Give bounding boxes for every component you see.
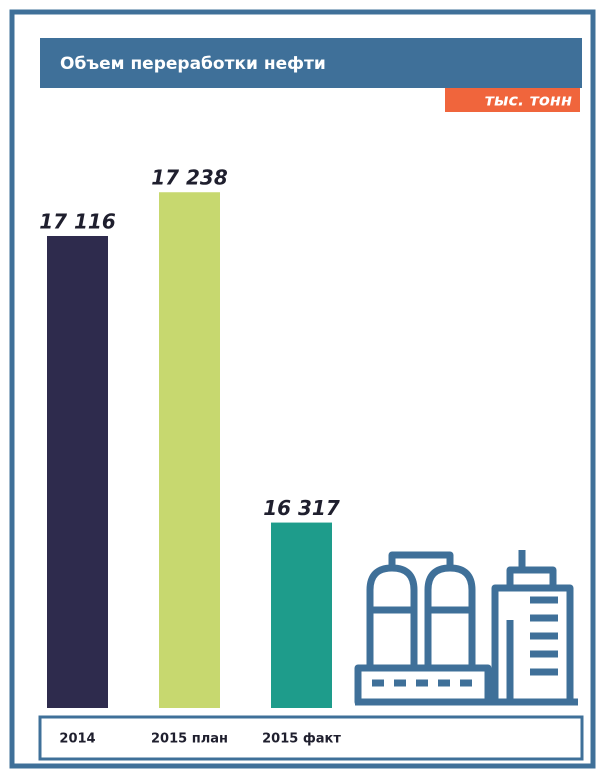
bar (271, 522, 332, 708)
refinery-icon (354, 550, 578, 706)
unit-label: тыс. тонн (485, 91, 572, 110)
value-label: 17 116 (39, 209, 116, 233)
unit-box (445, 88, 580, 112)
chart-title: Объем переработки нефти (60, 54, 326, 74)
x-tick-label: 2014 (59, 732, 95, 747)
title-bar (40, 38, 582, 88)
value-label: 16 317 (263, 496, 340, 520)
value-label: 17 238 (151, 166, 228, 190)
frame (9, 9, 596, 769)
category-box (38, 715, 584, 761)
x-tick-label: 2015 план (151, 732, 228, 747)
bar (47, 235, 108, 708)
x-tick-label: 2015 факт (262, 732, 341, 747)
bar (159, 192, 220, 709)
